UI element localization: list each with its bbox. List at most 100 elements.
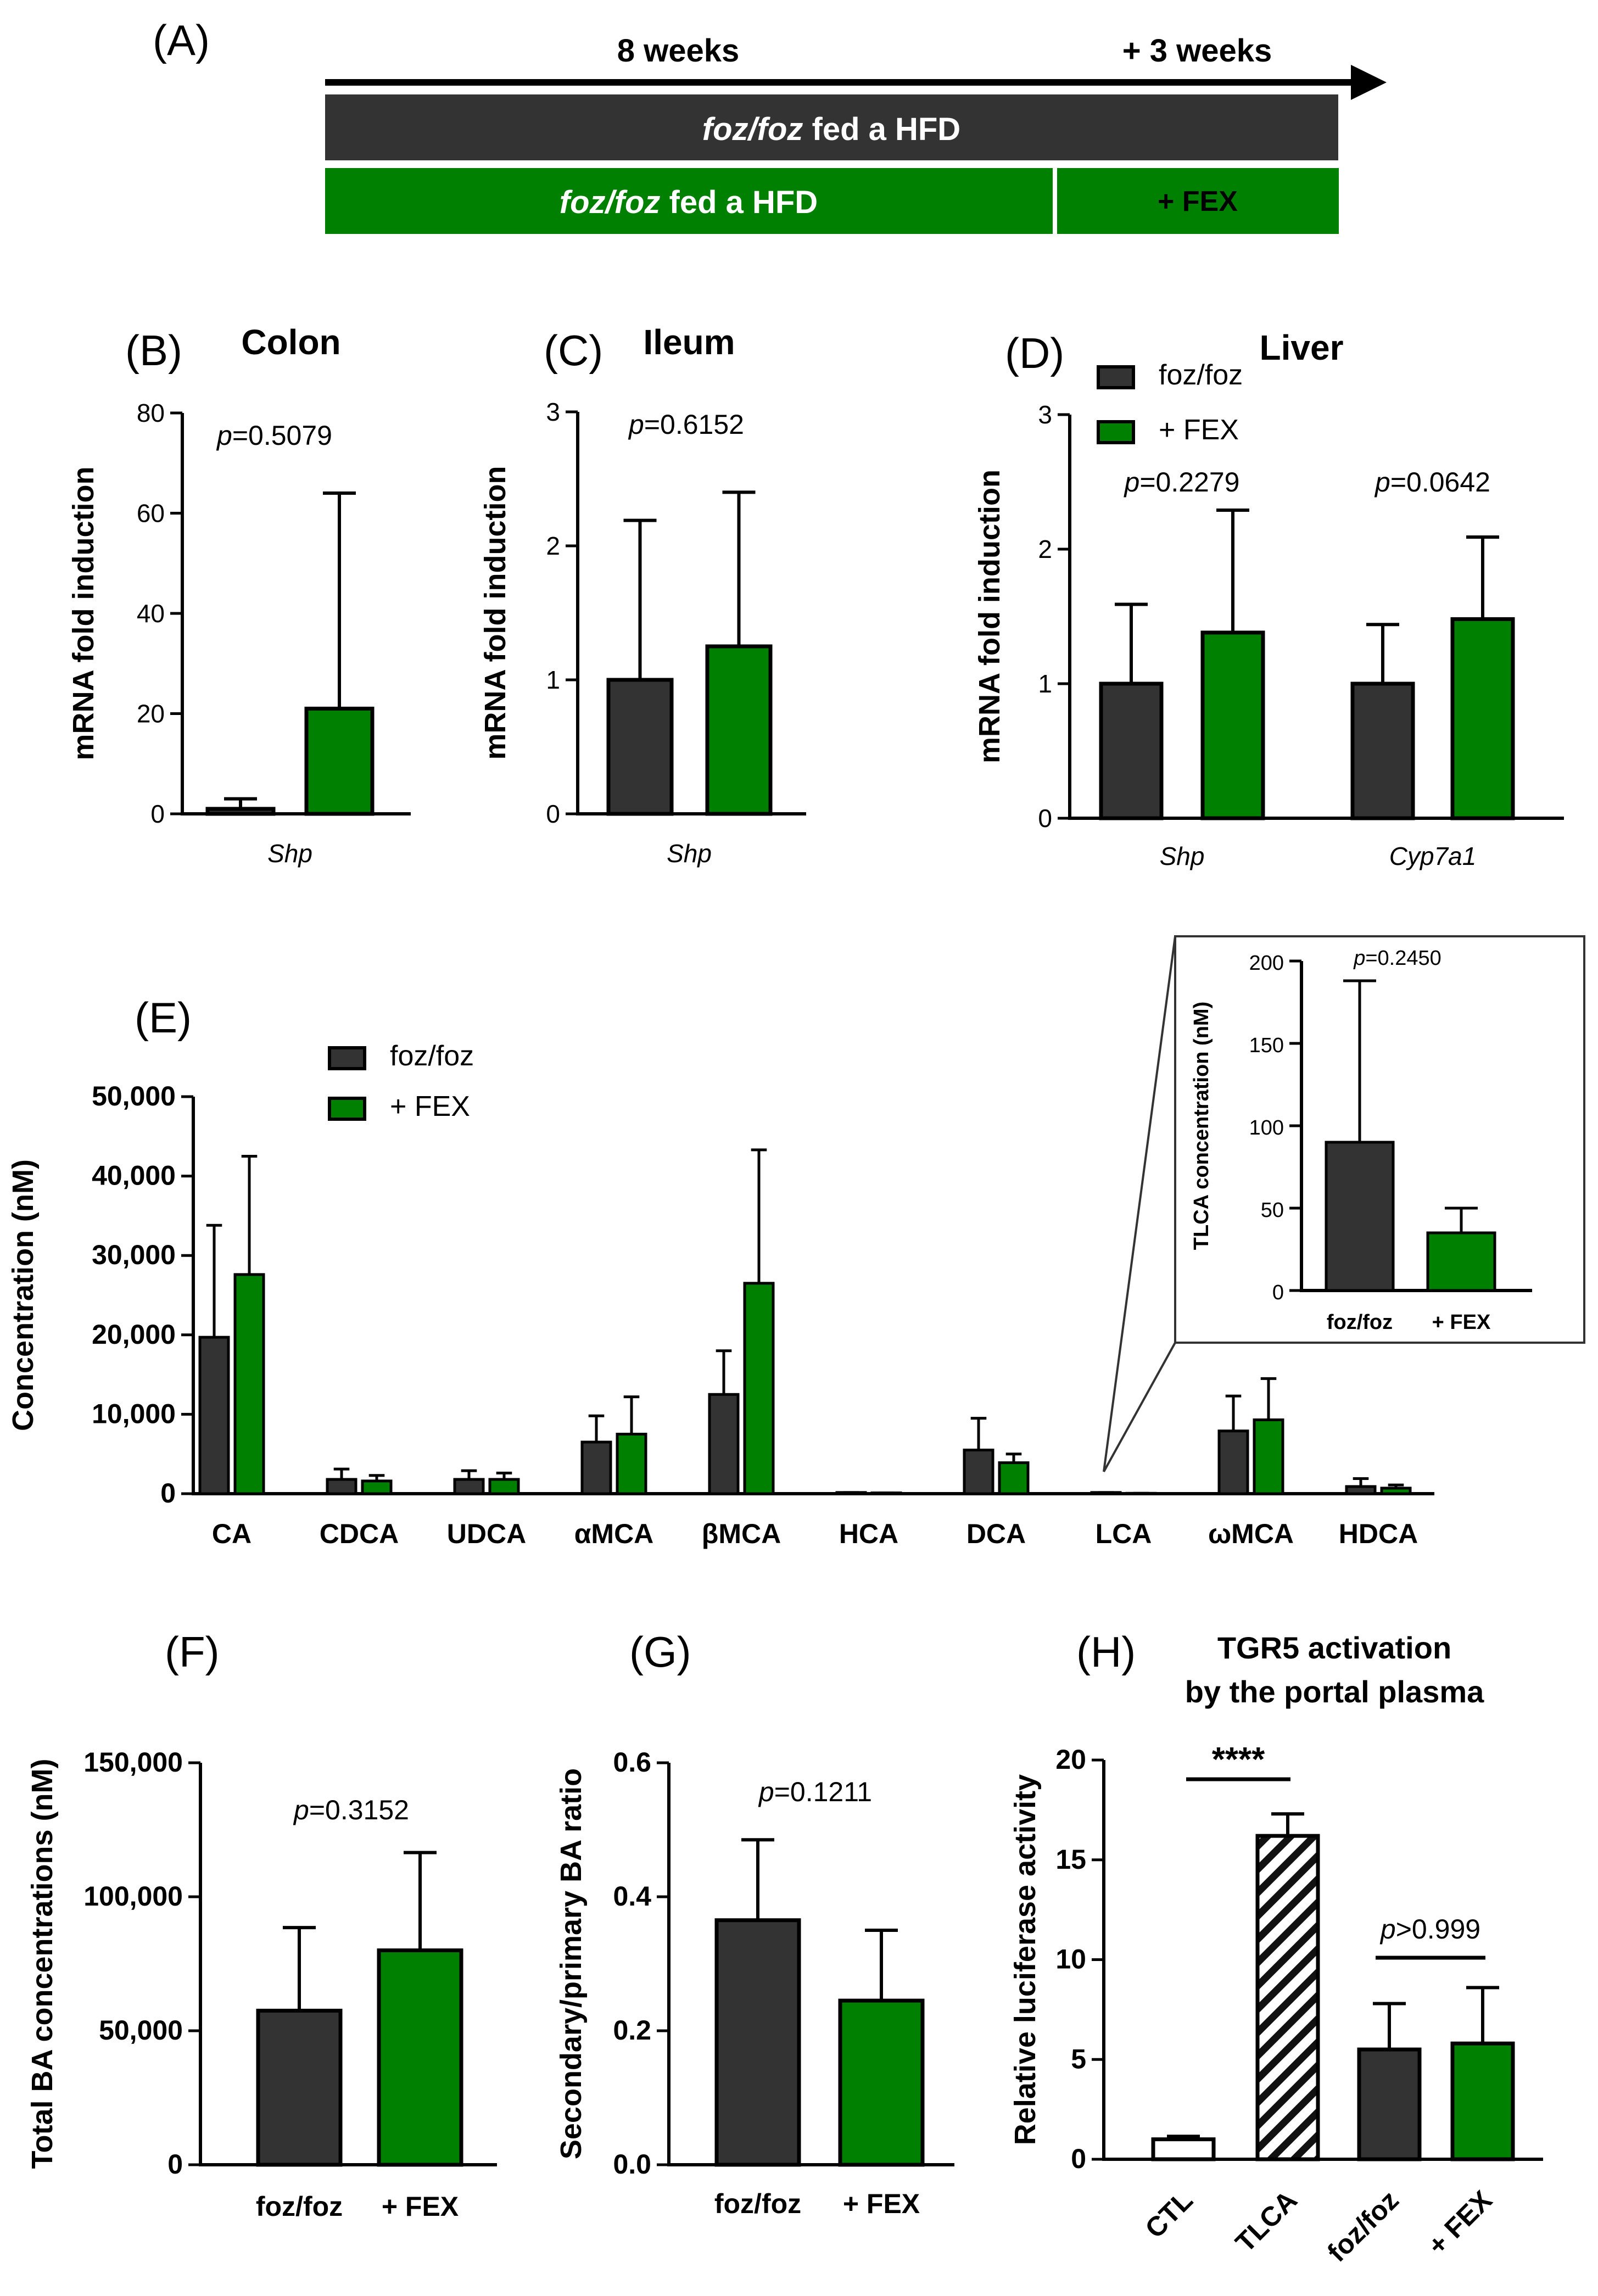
E-legend-swatch-foz <box>328 1046 366 1070</box>
panel-e-inset-connector-left <box>1103 936 1176 1472</box>
panel-e-y-axis-label: Concentration (nM) <box>7 1159 40 1431</box>
panel-e-inset-y-tick-label: 0 <box>1272 1281 1284 1304</box>
panel-c-x-tick-label: Shp <box>667 839 712 868</box>
panel-h-x-tick-label: foz/foz <box>1321 2185 1405 2268</box>
panel-h-pvalue: p>0.999 <box>1379 1914 1480 1945</box>
panel-b-pvalue: p=0.5079 <box>216 420 332 451</box>
panel-e-bar-fex <box>233 1273 265 1495</box>
panel-d-bar-fex <box>1450 617 1515 820</box>
panel-e-bar-fex <box>361 1479 393 1495</box>
E-legend-swatch-fex <box>328 1097 366 1121</box>
panel-h-bar-foz <box>1357 2047 1422 2161</box>
panel-e-bar-fex <box>1380 1487 1412 1495</box>
panel-g-panel-letter: (G) <box>629 1628 691 1676</box>
panel-e-x-tick-label: CA <box>212 1518 252 1549</box>
panel-e-inset-connector-right <box>1103 1342 1176 1472</box>
panel-g-y-tick-label: 0.0 <box>613 2149 651 2180</box>
panel-f-panel-letter: (F) <box>165 1628 220 1676</box>
panel-b-y-axis-label: mRNA fold induction <box>67 467 100 761</box>
panel-h-bar-ctl <box>1151 2137 1216 2161</box>
panel-d-y-tick-label: 1 <box>1038 669 1052 698</box>
panel-e-inset-y-tick-label: 100 <box>1249 1116 1284 1139</box>
panel-e-y-tick-label: 30,000 <box>92 1239 176 1270</box>
panel-e-x-tick-label: LCA <box>1096 1518 1152 1549</box>
panel-c-panel-letter: (C) <box>544 326 603 375</box>
panel-e-bar-fex <box>1125 1491 1157 1495</box>
panel-b-bar-foz <box>205 807 276 816</box>
panel-f-pvalue: p=0.3152 <box>293 1795 409 1825</box>
panel-f-y-tick-label: 50,000 <box>99 2015 183 2046</box>
D-legend-label-fex: + FEX <box>1159 414 1239 446</box>
panel-d-y-axis-label: mRNA fold induction <box>973 470 1006 763</box>
panel-h-y-tick-label: 0 <box>1071 2143 1086 2174</box>
fex-hfd-bar <box>325 168 1053 234</box>
panel-g-bar-fex <box>838 1998 925 2167</box>
panel-e-y-tick-label: 50,000 <box>92 1081 176 1111</box>
panel-b-bar-fex <box>304 706 375 816</box>
panel-e-x-tick-label: UDCA <box>447 1518 526 1549</box>
panel-g-y-tick-label: 0.2 <box>613 2015 651 2046</box>
panel-h-x-tick-label: TLCA <box>1230 2185 1303 2258</box>
panel-e-y-tick-label: 20,000 <box>92 1319 176 1350</box>
panel-d-liver-chart: 0 1 2 3 mRNA fold induction (D) Liver foz/foz + … <box>973 328 1564 870</box>
panel-e-x-tick-label: HCA <box>839 1518 898 1549</box>
panel-d-bar-fex <box>1200 630 1265 820</box>
panel-b-y-tick-label: 40 <box>137 599 165 628</box>
panel-e-x-tick-label: HDCA <box>1339 1518 1418 1549</box>
panel-g-bar-foz <box>714 1918 801 2167</box>
panel-h-y-tick-label: 15 <box>1055 1844 1086 1875</box>
panel-e-bar-fex <box>616 1433 647 1495</box>
fex-hfd-bar-label: foz/foz fed a HFD <box>560 185 818 220</box>
panel-e-y-tick-label: 0 <box>160 1478 176 1509</box>
panel-c-y-tick-label: 3 <box>546 398 560 426</box>
panel-e-x-tick-label: ωMCA <box>1208 1518 1294 1549</box>
panel-e-inset-y-axis-label: TLCA concentration (nM) <box>1190 1002 1213 1250</box>
panel-f-bar-foz <box>256 2008 343 2167</box>
panel-h-significance-stars: **** <box>1212 1741 1265 1779</box>
panel-c-pvalue: p=0.6152 <box>628 409 744 440</box>
panel-b-y-tick-label: 60 <box>137 499 165 528</box>
panel-b-y-tick-label: 20 <box>137 700 165 728</box>
panel-d-title: Liver <box>1260 328 1344 367</box>
foz-hfd-bar <box>325 94 1338 160</box>
panel-e-inset-y-tick-label: 150 <box>1249 1034 1284 1057</box>
panel-h-panel-letter: (H) <box>1076 1628 1136 1676</box>
panel-e-bar-foz <box>963 1448 994 1495</box>
panel-f-y-tick-label: 150,000 <box>83 1747 183 1778</box>
D-legend-label-foz: foz/foz <box>1159 359 1243 391</box>
panel-c-bar-foz <box>606 678 674 816</box>
panel-c-y-tick-label: 2 <box>546 532 560 560</box>
panel-d-bar-foz <box>1099 681 1164 820</box>
panel-e-bar-foz <box>835 1491 867 1495</box>
panel-e-x-tick-label: CDCA <box>320 1518 399 1549</box>
panel-e-x-tick-label: αMCA <box>574 1518 654 1549</box>
panel-e-tlca-inset-chart: 0 50 100 150 200 TLCA concentration (nM) foz/f… <box>1190 947 1532 1334</box>
panel-g-x-tick-label: foz/foz <box>714 2188 801 2219</box>
panel-e-x-tick-label: βMCA <box>702 1518 781 1549</box>
panel-h-y-tick-label: 20 <box>1055 1744 1086 1775</box>
fex-treatment-bar <box>1057 168 1339 234</box>
panel-d-y-tick-label: 3 <box>1038 400 1052 429</box>
panel-e-bar-fex <box>488 1478 520 1495</box>
panel-h-bar-tlca <box>1255 1834 1320 2161</box>
fex-treatment-label: + FEX <box>1158 186 1238 217</box>
panel-d-x-tick-label: Cyp7a1 <box>1389 842 1477 870</box>
panel-b-colon-chart: 0 20 40 60 80 mRNA fold induction (B) Colon Shp p… <box>67 322 411 868</box>
panel-f-bar-fex <box>377 1948 463 2167</box>
panel-e-bile-acid-chart: 0 10,000 20,000 30,000 40,000 50,000 Concentra… <box>7 935 1585 1549</box>
panel-h-y-tick-label: 5 <box>1071 2043 1086 2074</box>
panel-c-bar-fex <box>705 644 773 816</box>
panel-e-x-tick-label: DCA <box>966 1518 1026 1549</box>
panel-h-x-tick-label: + FEX <box>1422 2185 1498 2261</box>
panel-e-bar-foz <box>1090 1491 1122 1495</box>
panel-h-bar-fex <box>1450 2041 1515 2161</box>
E-legend-label-foz: foz/foz <box>390 1040 474 1072</box>
panel-h-title-line1: TGR5 activation <box>1217 1630 1451 1665</box>
panel-h-tgr5-chart: 0 5 10 15 20 Relative luciferase activity (H) T… <box>1009 1628 1543 2268</box>
panel-a-letter: (A) <box>153 16 210 64</box>
label-8-weeks: 8 weeks <box>617 33 740 69</box>
panel-e-bar-foz <box>326 1478 357 1495</box>
panel-g-y-tick-label: 0.4 <box>613 1881 651 1912</box>
panel-e-bar-fex <box>998 1461 1030 1495</box>
